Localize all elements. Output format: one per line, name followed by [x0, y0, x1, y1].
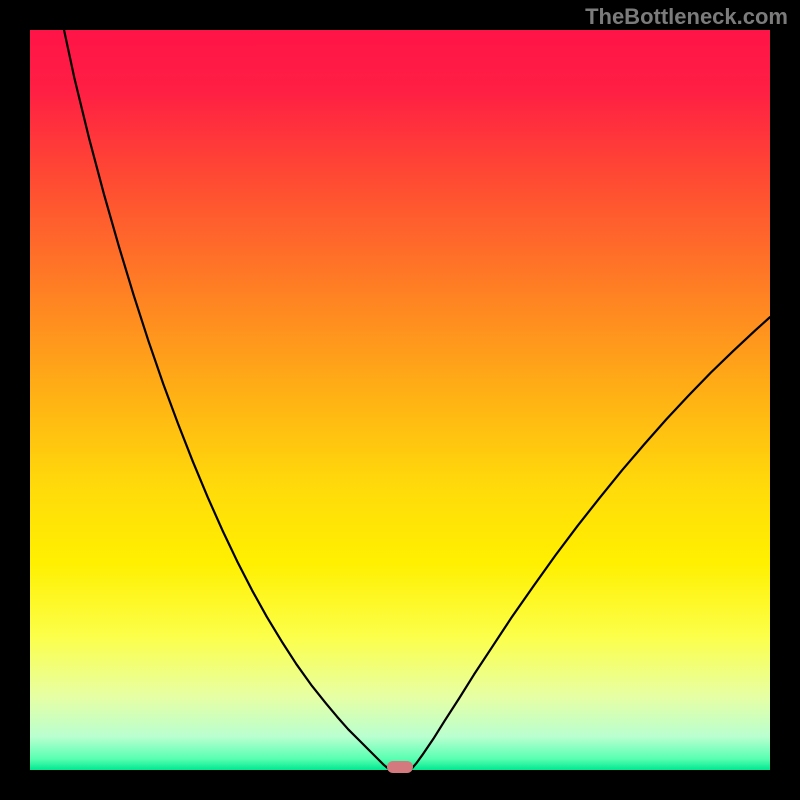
bottleneck-curve-chart [0, 0, 800, 800]
watermark-text: TheBottleneck.com [585, 4, 788, 30]
plot-background [30, 30, 770, 770]
chart-frame: TheBottleneck.com [0, 0, 800, 800]
optimal-point-marker [387, 761, 413, 773]
